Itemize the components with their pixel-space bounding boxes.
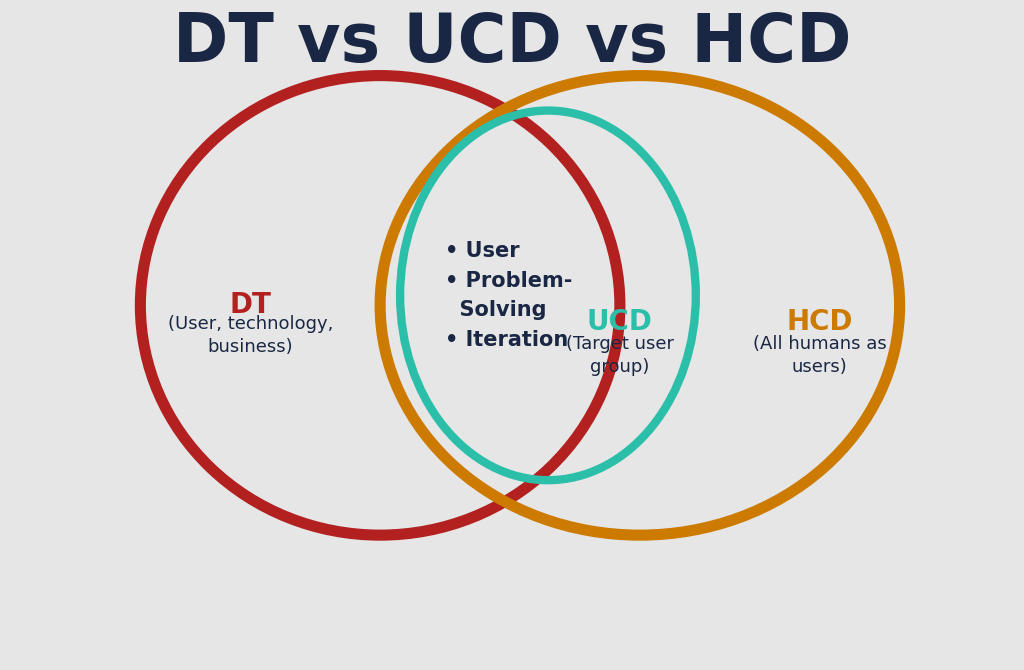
Text: (Target user
group): (Target user group) xyxy=(566,334,674,376)
Text: UCD: UCD xyxy=(587,308,653,336)
Text: (All humans as
users): (All humans as users) xyxy=(753,334,887,376)
Text: • User
• Problem-
  Solving
• Iteration: • User • Problem- Solving • Iteration xyxy=(445,241,572,350)
Text: HCD: HCD xyxy=(786,308,853,336)
Text: (User, technology,
business): (User, technology, business) xyxy=(168,314,333,356)
Text: DT vs UCD vs HCD: DT vs UCD vs HCD xyxy=(173,9,851,76)
Text: DT: DT xyxy=(229,291,271,320)
